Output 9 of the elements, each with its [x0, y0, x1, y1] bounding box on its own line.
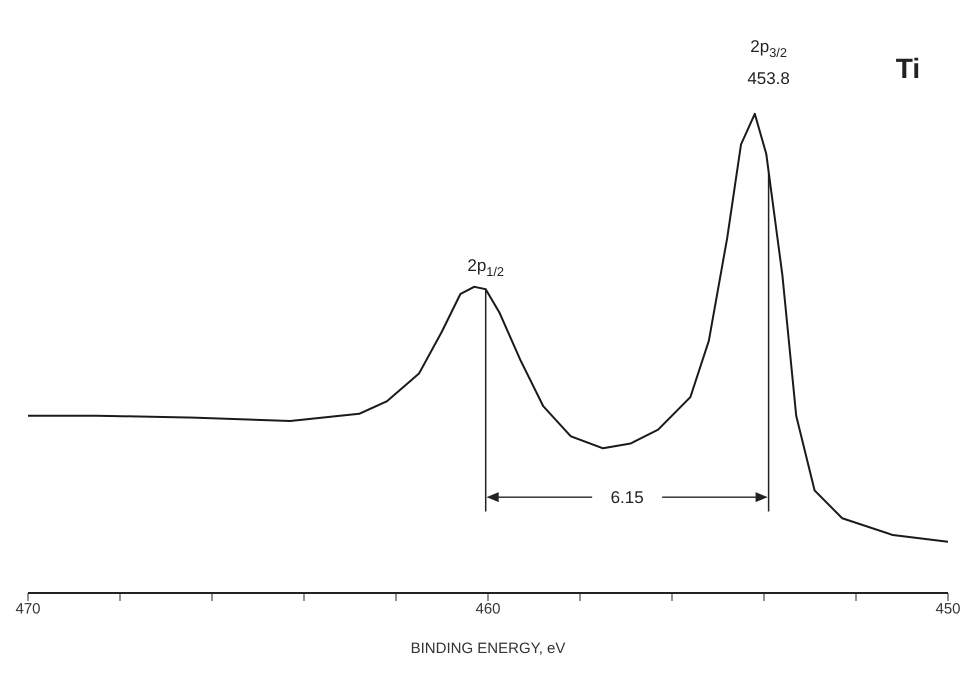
x-axis-title: BINDING ENERGY, eV	[410, 640, 566, 657]
text: 2p$_{3/2}$	[750, 36, 787, 60]
annotation: 6.15	[610, 488, 644, 508]
x-tick-label: 450	[935, 600, 961, 618]
x-tick-label: 460	[475, 600, 501, 618]
text: Ti	[896, 53, 920, 84]
annotation: 2p$_{1/2}$	[467, 256, 504, 279]
x-tick-label: 470	[15, 600, 41, 618]
text: 453.8	[747, 68, 790, 88]
